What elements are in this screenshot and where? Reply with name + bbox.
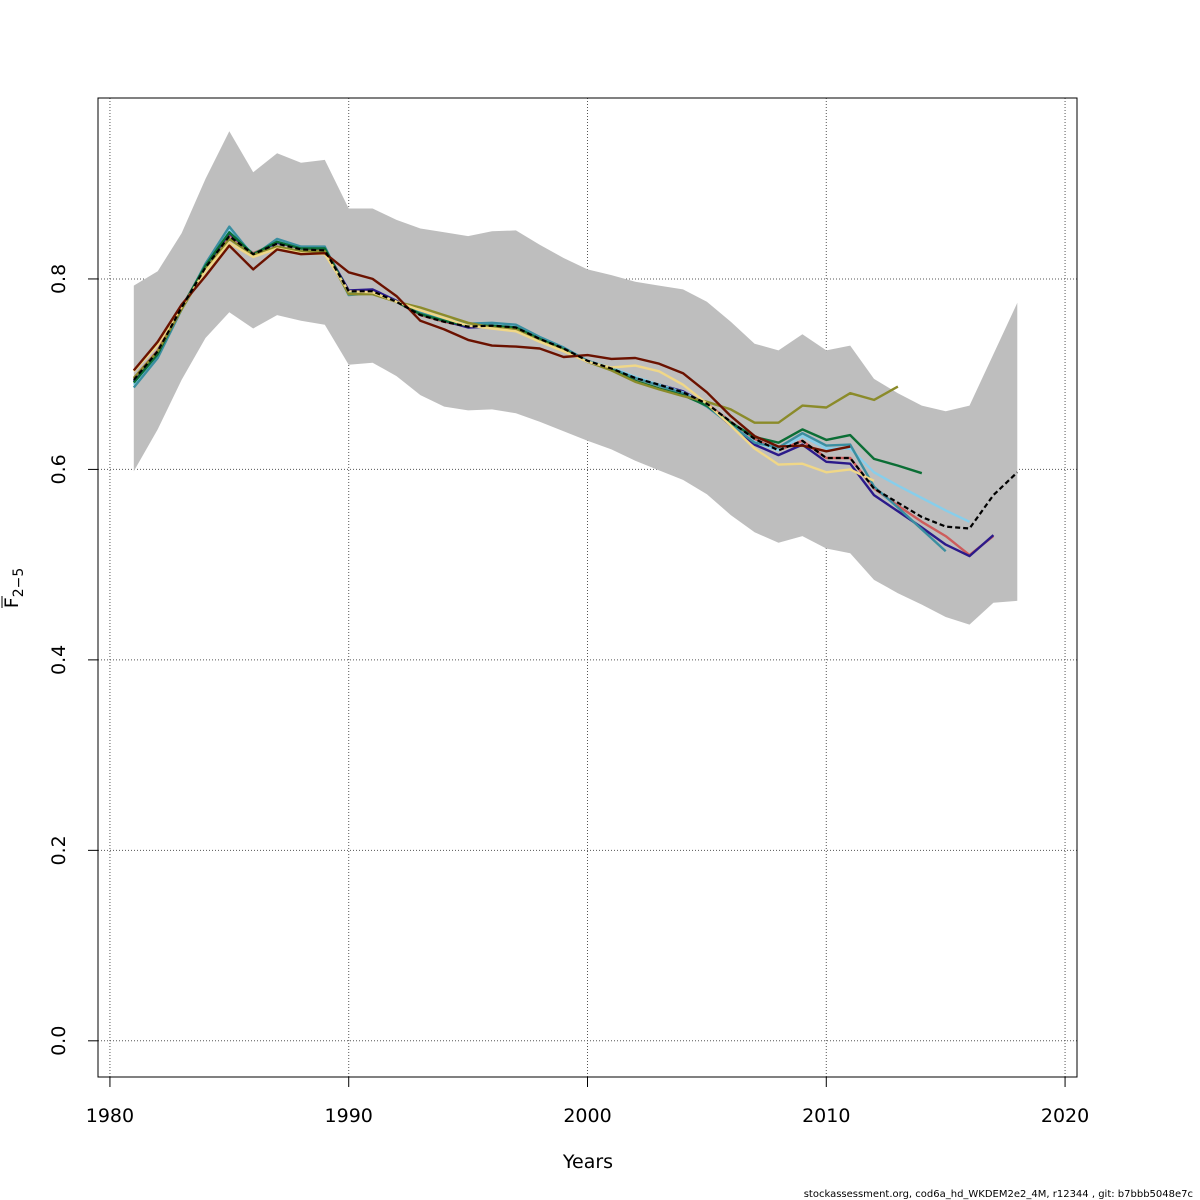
x-tick-label: 2010 <box>802 1105 850 1127</box>
series-line-dashed <box>132 235 1019 530</box>
x-tick-label: 1980 <box>86 1105 134 1127</box>
series-line <box>132 241 875 482</box>
confidence-band-layer <box>133 131 1018 625</box>
y-tick-label-group: 0.6 <box>48 454 70 484</box>
x-tick-label: 1990 <box>325 1105 373 1127</box>
x-tick-label: 2020 <box>1041 1105 1089 1127</box>
y-tick-label-group: 0.2 <box>48 835 70 865</box>
series-line <box>132 237 899 424</box>
y-axis: 0.0 0.2 0.4 0.6 0.8 <box>48 264 99 1056</box>
footer-credit: stockassessment.org, cod6a_hd_WKDEM2e2_4… <box>804 1189 1193 1200</box>
y-axis-title-main: F <box>1 597 23 608</box>
y-tick-label: 0.0 <box>48 1026 70 1056</box>
y-tick-label: 0.2 <box>48 835 70 865</box>
y-tick-label: 0.4 <box>48 645 70 675</box>
x-tick-label: 2000 <box>563 1105 611 1127</box>
series-line <box>132 244 851 453</box>
series-layer <box>132 225 1019 558</box>
y-tick-label-group: 0.8 <box>48 264 70 294</box>
confidence-band <box>133 131 1018 625</box>
y-tick-label: 0.6 <box>48 454 70 484</box>
x-axis-title: Years <box>562 1151 613 1173</box>
y-tick-label-group: 0.4 <box>48 645 70 675</box>
y-tick-label-group: 0.0 <box>48 1026 70 1056</box>
svg-text:F2−5: F2−5 <box>1 568 27 608</box>
y-tick-label: 0.8 <box>48 264 70 294</box>
x-axis: 1980 1990 2000 2010 2020 <box>86 1076 1089 1127</box>
y-axis-title-sub: 2−5 <box>11 568 27 598</box>
y-axis-title: F2−5 <box>1 568 27 608</box>
